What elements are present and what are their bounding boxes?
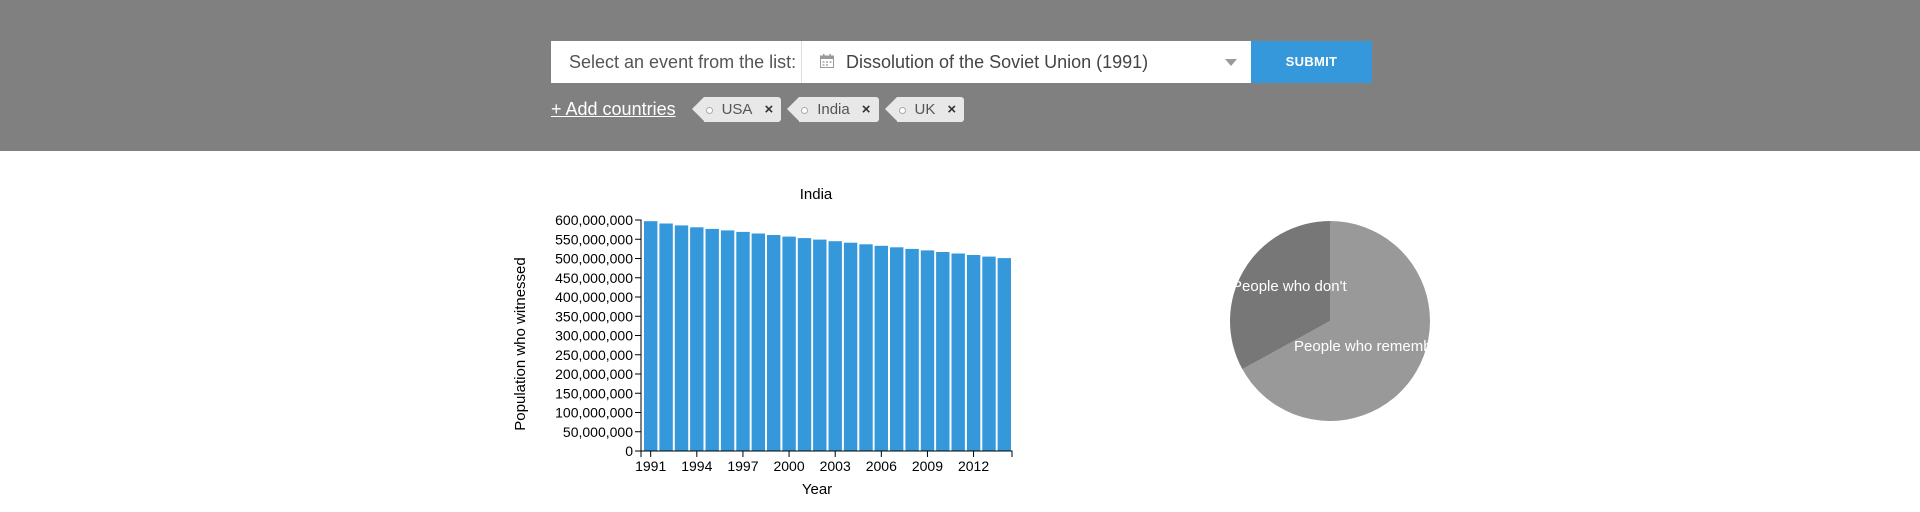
bar-2014 [997, 258, 1011, 451]
x-tick-label: 1994 [681, 458, 712, 474]
bar-2008 [905, 248, 919, 451]
remove-icon[interactable]: × [764, 100, 774, 118]
country-tag-usa: USA × [691, 96, 782, 122]
bar-2013 [982, 256, 996, 451]
bar-1999 [767, 235, 781, 451]
bar-2011 [951, 253, 965, 451]
event-select-value: Dissolution of the Soviet Union (1991) [846, 52, 1149, 72]
y-tick-label: 400,000,000 [555, 289, 633, 305]
bar-2012 [966, 255, 981, 451]
y-tick-label: 50,000,000 [563, 424, 633, 440]
event-form: Select an event from the list: Dissoluti… [551, 41, 1372, 83]
bar-1997 [736, 231, 750, 451]
x-tick-label: 2006 [866, 458, 897, 474]
bar-2005 [859, 244, 873, 451]
x-tick-label: 2009 [912, 458, 943, 474]
bar-2003 [828, 241, 842, 451]
tag-hole-icon [801, 106, 809, 114]
y-tick-label: 150,000,000 [555, 385, 633, 401]
x-tick-label: 2012 [958, 458, 989, 474]
tag-hole-icon [705, 106, 713, 114]
bar-1991 [644, 221, 658, 451]
bar-2001 [797, 238, 812, 451]
tag-hole-icon [898, 106, 906, 114]
x-tick-label: 1997 [727, 458, 758, 474]
x-axis-label: Year [802, 481, 832, 498]
y-tick-label: 500,000,000 [555, 251, 633, 267]
y-tick-label: 600,000,000 [555, 212, 633, 228]
bar-1993 [674, 225, 689, 451]
add-countries-link[interactable]: + Add countries [551, 98, 676, 119]
bar-2009 [920, 250, 935, 451]
country-tag-uk: UK × [884, 96, 965, 122]
chevron-down-icon[interactable] [1225, 59, 1237, 66]
x-axis-line [640, 450, 1013, 457]
bar-2010 [936, 252, 950, 451]
bar-2006 [874, 245, 888, 451]
event-select-label: Select an event from the list: [551, 41, 802, 83]
bar-2002 [813, 239, 827, 451]
country-tag-label: India [817, 100, 850, 118]
submit-button[interactable]: SUBMIT [1251, 41, 1372, 83]
bar-1998 [751, 233, 765, 451]
x-tick-label: 2003 [820, 458, 851, 474]
bar-1994 [690, 227, 704, 451]
bar-2000 [782, 236, 796, 451]
y-tick-label: 0 [625, 443, 633, 459]
bar-1992 [659, 223, 673, 451]
chart-title: India [800, 186, 833, 203]
y-tick-label: 450,000,000 [555, 270, 633, 286]
y-tick-label: 250,000,000 [555, 347, 633, 363]
bar-1996 [720, 230, 735, 451]
x-tick-label: 2000 [773, 458, 804, 474]
country-tag-label: UK [914, 100, 936, 118]
calendar-icon [820, 54, 834, 68]
y-tick-label: 100,000,000 [555, 405, 633, 421]
header-bar: Select an event from the list: Dissoluti… [0, 0, 1920, 151]
country-tag-india: India × [787, 96, 879, 122]
bar-1995 [705, 228, 719, 451]
country-tag-label: USA [721, 100, 753, 118]
y-tick-label: 300,000,000 [555, 328, 633, 344]
event-select[interactable]: Dissolution of the Soviet Union (1991) [802, 41, 1251, 83]
y-tick-label: 350,000,000 [555, 308, 633, 324]
y-tick-label: 550,000,000 [555, 231, 633, 247]
remove-icon[interactable]: × [861, 100, 871, 118]
y-axis-label: Population who witnessed [512, 257, 529, 430]
bar-2004 [843, 242, 858, 451]
country-tags: + Add countries USA × India × UK × [551, 96, 965, 122]
y-tick-label: 200,000,000 [555, 366, 633, 382]
bar-2007 [890, 247, 904, 451]
remove-icon[interactable]: × [947, 100, 957, 118]
x-tick-label: 1991 [635, 458, 666, 474]
